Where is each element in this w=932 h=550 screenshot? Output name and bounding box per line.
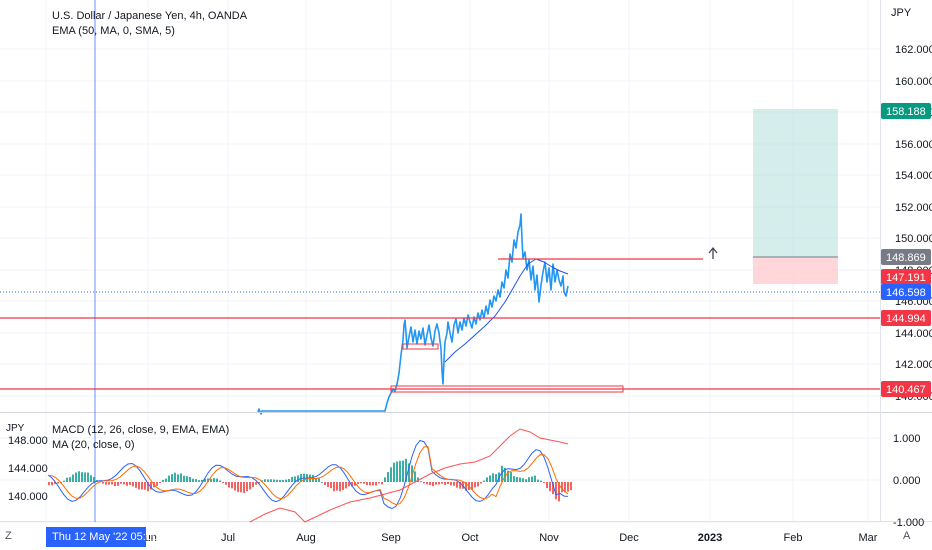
time-tick-label: Oct: [461, 532, 478, 544]
svg-text:148.869: 148.869: [886, 252, 926, 264]
macd-pane[interactable]: [47, 428, 572, 523]
macd-left-tick-label: 144.000: [8, 463, 48, 475]
svg-text:144.994: 144.994: [886, 313, 926, 325]
price-tick-label: 144.000: [895, 328, 932, 340]
price-tick-label: 150.000: [895, 233, 932, 245]
crosshair-date-badge: Thu 12 May '22 05:00: [46, 527, 158, 547]
timezone-button[interactable]: Z: [5, 530, 12, 542]
price-badge: 146.598: [881, 284, 931, 300]
macd-tick-label: 0.000: [893, 475, 921, 487]
time-tick-label: Aug: [296, 532, 316, 544]
time-tick-label: Sep: [381, 532, 401, 544]
macd-pane-unit: JPY: [6, 423, 25, 434]
svg-text:147.191: 147.191: [886, 272, 926, 284]
price-badge: 140.467: [881, 381, 931, 397]
price-badge: 158.188: [881, 103, 931, 119]
price-tick-label: 152.000: [895, 202, 932, 214]
long-position-profit-zone[interactable]: [753, 109, 838, 257]
svg-text:140.467: 140.467: [886, 384, 926, 396]
price-tick-label: 156.000: [895, 139, 932, 151]
svg-text:146.598: 146.598: [886, 287, 926, 299]
price-tick-label: 142.000: [895, 359, 932, 371]
long-position-stop-zone[interactable]: [753, 257, 838, 284]
support-zone-rectangle-small[interactable]: [402, 343, 439, 350]
price-tick-label: 162.000: [895, 44, 932, 56]
time-tick-label: 2023: [698, 532, 722, 544]
time-tick-label: Nov: [539, 532, 559, 544]
time-tick-label: Feb: [784, 532, 803, 544]
time-tick-label: Jul: [221, 532, 235, 544]
arrow-up-icon[interactable]: [708, 246, 718, 259]
price-tick-label: 154.000: [895, 170, 932, 182]
svg-text:158.188: 158.188: [886, 106, 926, 118]
ema-indicator-legend[interactable]: EMA (50, MA, 0, SMA, 5): [52, 25, 175, 37]
price-badge: 147.191: [881, 269, 931, 285]
price-badges: 158.188 148.869 147.191 146.598 144.994 140.4…: [881, 103, 931, 397]
macd-left-tick-label: 148.000: [8, 435, 48, 447]
macd-tick-label: -1.000: [893, 517, 924, 529]
macd-indicator-legend[interactable]: MACD (12, 26, close, 9, EMA, EMA): [52, 424, 230, 436]
time-axis[interactable]: JunJulAugSepOctNovDec2023FebMar: [139, 532, 878, 544]
price-axis-unit: JPY: [891, 7, 912, 19]
auto-scale-button[interactable]: A: [903, 530, 911, 542]
price-series: [257, 213, 569, 415]
support-zone-rectangle-wide[interactable]: [390, 385, 624, 393]
ma-indicator-legend[interactable]: MA (20, close, 0): [52, 439, 135, 451]
price-badge: 144.994: [881, 310, 931, 326]
macd-tick-label: 1.000: [893, 433, 921, 445]
drawings-back: [753, 109, 838, 284]
drawings-front: [0, 246, 880, 393]
time-tick-label: Mar: [859, 532, 878, 544]
symbol-title[interactable]: U.S. Dollar / Japanese Yen, 4h, OANDA: [52, 10, 248, 22]
macd-left-tick-label: 140.000: [8, 491, 48, 503]
time-tick-label: Dec: [619, 532, 639, 544]
price-badge: 148.869: [881, 249, 931, 265]
price-tick-label: 160.000: [895, 76, 932, 88]
